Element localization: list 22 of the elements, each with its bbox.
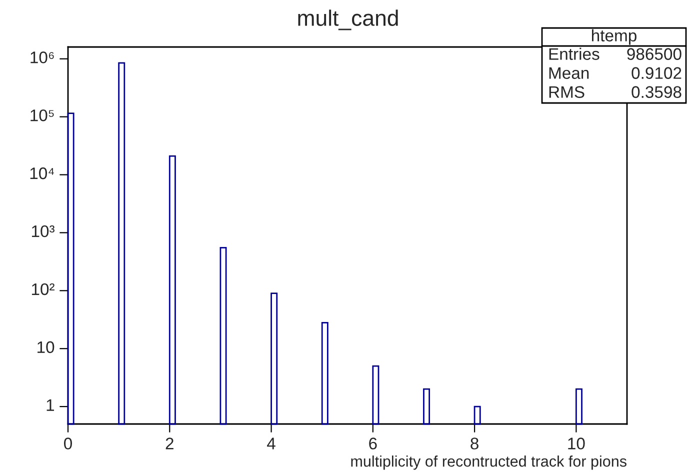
x-tick-label: 2 [166, 438, 174, 450]
x-tick-label: 10 [568, 438, 585, 450]
x-axis-title: multiplicity of recontructed track for pions [351, 456, 626, 470]
y-tick-label: 10² [32, 283, 54, 296]
text: htemp [592, 29, 636, 45]
y-tick-label: 10⁶ [30, 52, 54, 64]
annotation: RMS [549, 86, 584, 98]
text: 0.9102 [632, 67, 682, 79]
annotation: Mean [549, 67, 589, 79]
text: 0.3598 [632, 86, 682, 98]
text: 986500 [627, 48, 682, 60]
y-tick-label: 10⁴ [30, 167, 54, 180]
y-tick-label: 10⁵ [30, 109, 54, 122]
annotation: Entries [549, 48, 600, 60]
x-tick-label: 8 [470, 438, 478, 450]
x-tick-label: 0 [64, 438, 72, 450]
chart-title: mult_cand [298, 10, 398, 30]
x-tick-label: 6 [369, 438, 377, 450]
y-tick-label: 10³ [32, 225, 54, 238]
x-tick-label: 4 [267, 438, 276, 450]
y-tick-label: 1 [46, 399, 54, 411]
y-tick-label: 10 [38, 341, 54, 354]
